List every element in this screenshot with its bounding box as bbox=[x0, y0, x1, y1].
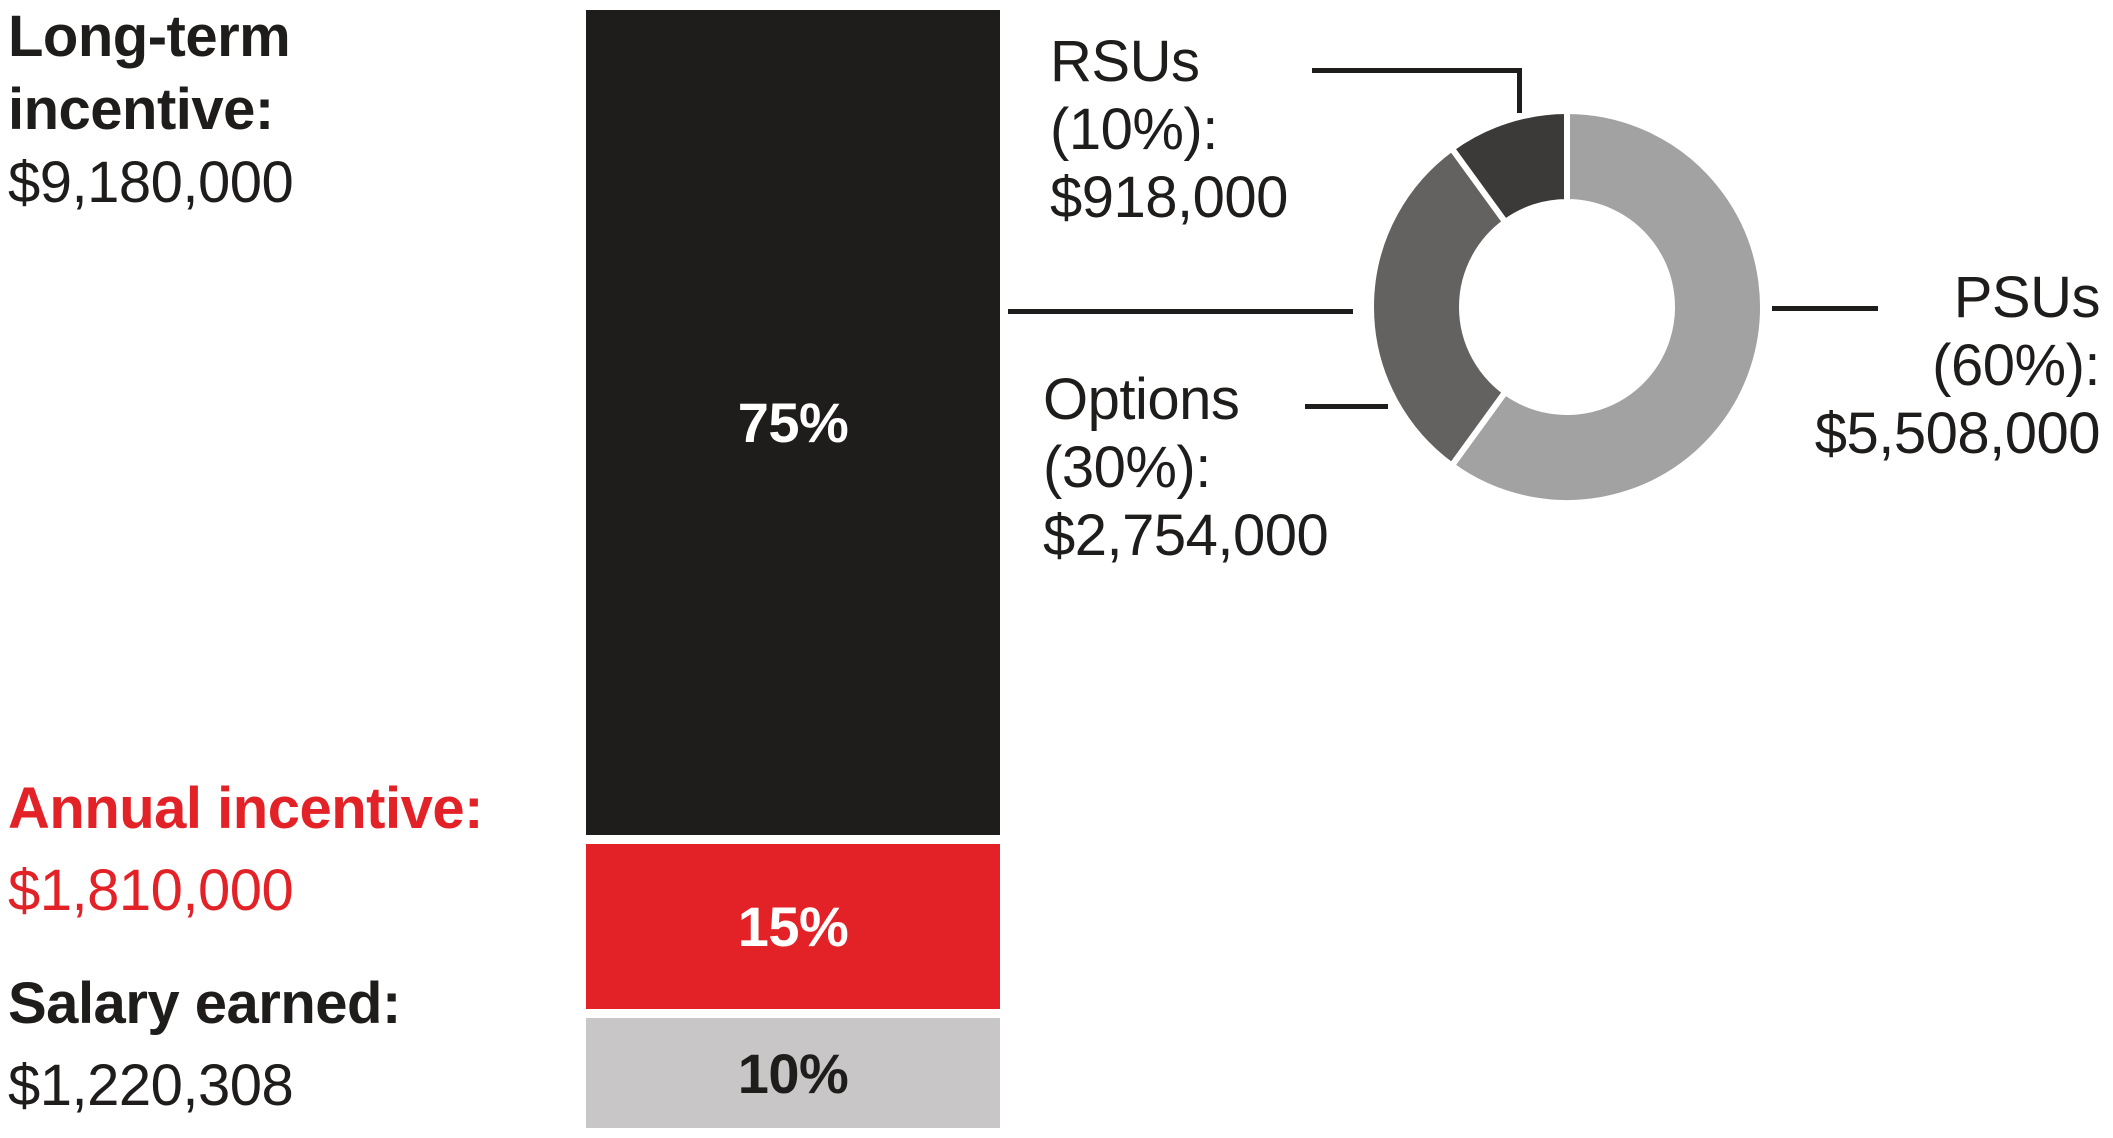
rsus-callout-line-horizontal bbox=[1312, 68, 1522, 73]
psus-callout-line bbox=[1772, 306, 1878, 311]
bar-segment-annual-incentive: 15% bbox=[586, 844, 1000, 1009]
long-term-incentive-label: Long-term incentive: $9,180,000 bbox=[8, 0, 294, 219]
salary-value: $1,220,308 bbox=[8, 1053, 294, 1118]
annual-title: Annual incentive: bbox=[8, 776, 483, 841]
donut-chart bbox=[1368, 107, 1766, 506]
salary-earned-label: Salary earned: $1,220,308 bbox=[8, 963, 401, 1127]
options-label: Options (30%): $2,754,000 bbox=[1043, 366, 1329, 570]
options-name: Options bbox=[1043, 367, 1240, 432]
annual-incentive-label: Annual incentive: $1,810,000 bbox=[8, 768, 483, 932]
bar-segment-long-term-incentive: 75% bbox=[586, 10, 1000, 835]
psus-percent: (60%): bbox=[1932, 333, 2100, 398]
long-term-title-line2: incentive: bbox=[8, 77, 274, 142]
donut-slice-rsus bbox=[1447, 107, 1570, 227]
bar-segment-percent-label: 10% bbox=[737, 1041, 849, 1105]
rsus-label: RSUs (10%): $918,000 bbox=[1050, 28, 1288, 232]
bar-to-donut-connector-line bbox=[1008, 309, 1353, 314]
salary-title: Salary earned: bbox=[8, 971, 401, 1036]
bar-segment-salary-earned: 10% bbox=[586, 1018, 1000, 1128]
options-value: $2,754,000 bbox=[1043, 503, 1329, 568]
psus-value: $5,508,000 bbox=[1814, 401, 2101, 466]
rsus-callout-line-vertical bbox=[1517, 68, 1522, 113]
donut-slice-options bbox=[1368, 144, 1510, 470]
options-callout-line bbox=[1305, 404, 1388, 409]
rsus-value: $918,000 bbox=[1050, 165, 1288, 230]
stacked-bar-chart: 75% 15% 10% bbox=[586, 10, 1000, 1128]
rsus-name: RSUs bbox=[1050, 29, 1200, 94]
long-term-value: $9,180,000 bbox=[8, 150, 294, 215]
bar-segment-percent-label: 15% bbox=[737, 895, 849, 958]
rsus-percent: (10%): bbox=[1050, 97, 1218, 162]
psus-label: PSUs (60%): $5,508,000 bbox=[1814, 264, 2101, 468]
bar-segment-percent-label: 75% bbox=[737, 391, 849, 454]
annual-value: $1,810,000 bbox=[8, 858, 294, 923]
options-percent: (30%): bbox=[1043, 435, 1211, 500]
psus-name: PSUs bbox=[1953, 265, 2101, 330]
long-term-title-line1: Long-term bbox=[8, 4, 291, 69]
donut-slice-psus bbox=[1447, 107, 1766, 506]
